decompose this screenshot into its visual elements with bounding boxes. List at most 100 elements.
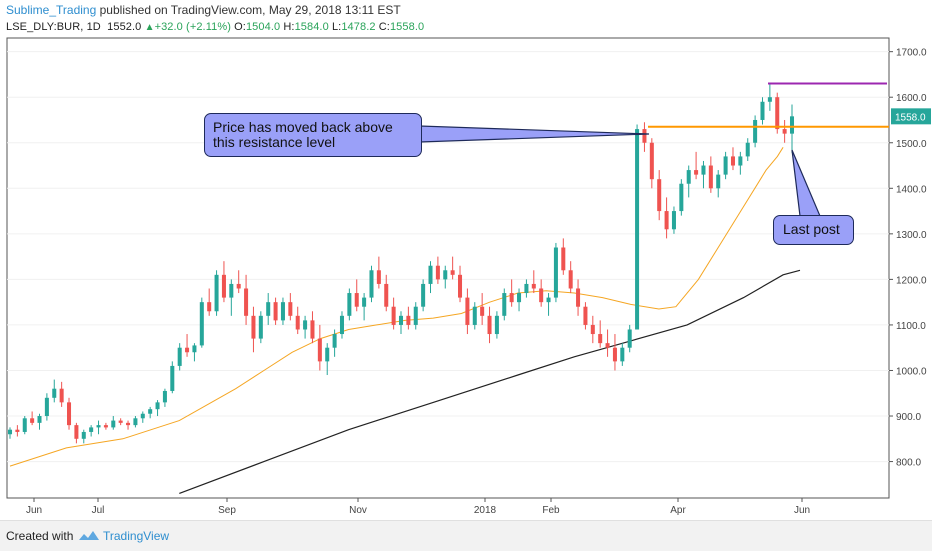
- candle: [81, 429, 86, 444]
- candle-body: [325, 347, 330, 362]
- candle-body: [539, 288, 544, 303]
- open-value: 1504.0: [245, 21, 281, 33]
- change-value: +32.0 (+2.11%): [154, 21, 231, 33]
- candle: [118, 418, 123, 426]
- candle: [207, 288, 212, 316]
- last-price: 1552.0: [107, 21, 142, 33]
- y-tick-label: 1600.0: [896, 93, 927, 104]
- candle: [391, 297, 396, 330]
- candle-body: [421, 283, 426, 307]
- candle: [376, 256, 381, 289]
- price-chart[interactable]: 800.0 900.0 1000.0 1100.0 1200.0 1300.0 1400.0…: [0, 0, 932, 520]
- y-tick-label: 1100.0: [896, 321, 926, 332]
- candle: [767, 83, 772, 111]
- candle: [155, 400, 160, 417]
- candle: [428, 261, 433, 294]
- candle: [649, 138, 654, 189]
- candle-body: [782, 129, 787, 134]
- last-price-label-layer: 1558.0: [891, 108, 931, 125]
- candle-body: [244, 288, 249, 316]
- candle-body: [347, 293, 352, 316]
- candle: [37, 413, 42, 430]
- footer-bar: Created with TradingView: [0, 520, 932, 551]
- candle: [494, 311, 499, 339]
- candle: [185, 334, 190, 357]
- candle: [310, 311, 315, 344]
- candle-body: [273, 302, 278, 321]
- candle-body: [59, 388, 64, 403]
- candle-body: [701, 165, 706, 175]
- candle: [671, 206, 676, 234]
- candle: [539, 279, 544, 307]
- candle-body: [30, 418, 35, 423]
- candle-body: [7, 429, 13, 435]
- candle: [487, 306, 492, 344]
- candle-body: [450, 270, 455, 275]
- candle-body: [561, 247, 566, 271]
- candle-body: [118, 420, 123, 423]
- candle: [362, 293, 367, 321]
- candle-body: [362, 297, 367, 307]
- candle-body: [517, 293, 522, 303]
- candle-body: [590, 324, 595, 335]
- candle: [332, 329, 337, 357]
- candle: [148, 406, 153, 419]
- candle-body: [642, 129, 647, 143]
- candle-body: [760, 101, 765, 120]
- candle: [509, 279, 514, 307]
- candle-body: [745, 142, 750, 157]
- candle-body: [295, 315, 300, 330]
- tradingview-link[interactable]: TradingView: [103, 529, 170, 543]
- candle: [435, 256, 440, 284]
- candle-body: [37, 416, 42, 423]
- candle-body: [155, 402, 160, 410]
- symbol-info-bar: LSE_DLY:BUR, 1D 1552.0 ▲+32.0 (+2.11%) O…: [6, 21, 424, 33]
- candle: [657, 170, 662, 221]
- x-tick-label: Nov: [349, 505, 367, 516]
- candle-body: [384, 283, 389, 307]
- candle-body: [694, 170, 699, 175]
- candle: [369, 265, 374, 303]
- candle-body: [649, 142, 654, 180]
- last-price-tag: [891, 108, 931, 125]
- candle: [354, 279, 359, 312]
- candle-body: [708, 165, 713, 189]
- tradingview-logo-icon: [79, 531, 99, 540]
- candle-body: [81, 431, 86, 439]
- candle: [413, 302, 418, 330]
- candle-body: [214, 274, 219, 312]
- candle: [524, 279, 529, 298]
- candle-body: [288, 302, 293, 316]
- symbol-label[interactable]: LSE_DLY:BUR, 1D: [6, 21, 101, 33]
- candle-body: [89, 427, 94, 432]
- candle: [266, 293, 271, 325]
- candle: [590, 315, 595, 344]
- candle: [723, 151, 728, 180]
- candle: [317, 324, 322, 371]
- candle-body: [303, 320, 308, 330]
- candle: [406, 306, 411, 330]
- candle: [450, 256, 455, 280]
- candle-body: [52, 388, 57, 398]
- candle: [7, 427, 13, 439]
- author-link[interactable]: Sublime_Trading: [6, 3, 97, 17]
- candle-body: [472, 306, 477, 325]
- candle: [701, 160, 706, 189]
- candle: [398, 311, 404, 335]
- candle-body: [126, 422, 131, 426]
- candle: [620, 343, 625, 366]
- y-tick-label: 1000.0: [896, 366, 927, 377]
- up-arrow-icon: ▲: [144, 22, 155, 33]
- candle-body: [413, 306, 418, 325]
- candle: [273, 297, 278, 325]
- candle-body: [67, 402, 72, 426]
- candle-body: [74, 425, 79, 439]
- candle: [236, 270, 241, 294]
- candle-body: [664, 211, 669, 230]
- plot-frame: [6, 37, 890, 499]
- candle: [347, 288, 352, 321]
- candle: [44, 393, 49, 421]
- candle-body: [376, 270, 381, 284]
- close-value: 1558.0: [389, 21, 425, 33]
- candle-body: [199, 302, 204, 346]
